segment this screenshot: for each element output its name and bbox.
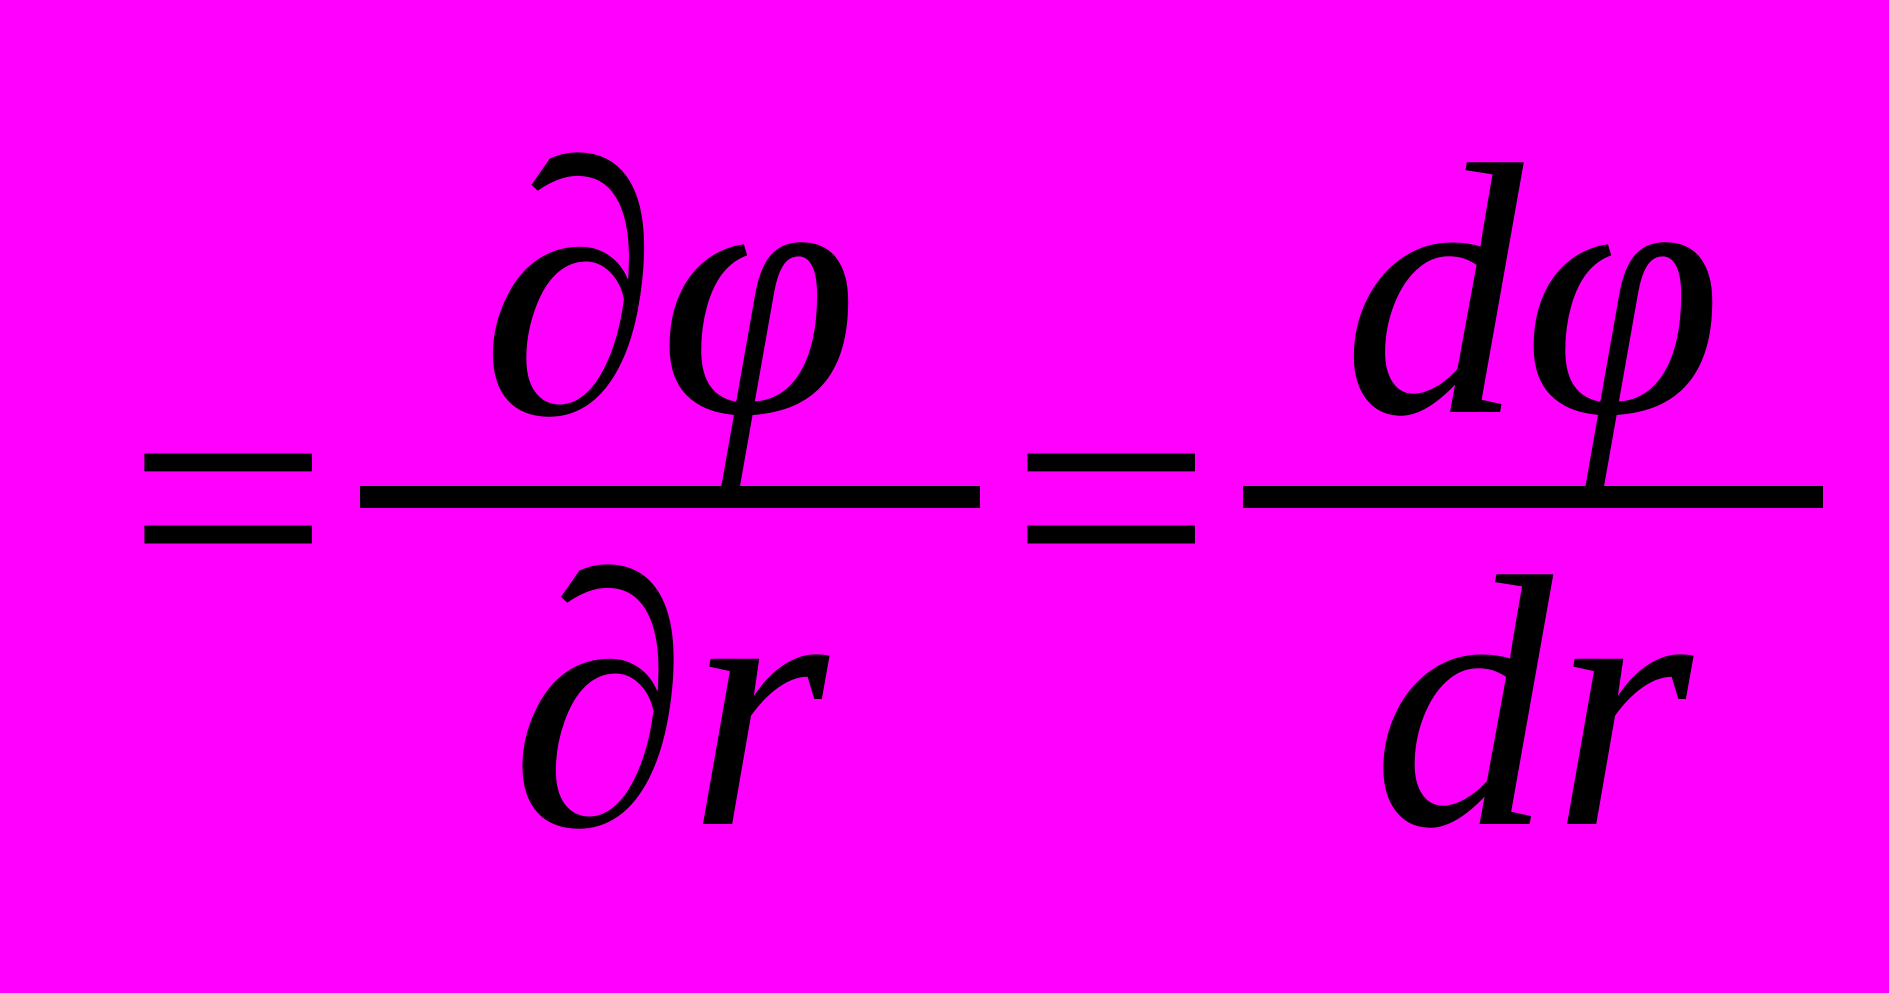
r-variable-2: r	[1552, 523, 1692, 883]
d-symbol-bottom: d	[1372, 523, 1552, 883]
equation-container: = ∂ φ ∂ r = d φ d r	[0, 0, 1889, 993]
r-variable-1: r	[688, 523, 828, 883]
denominator-partial: ∂ r	[511, 508, 829, 883]
fraction-total: d φ d r	[1243, 111, 1823, 883]
partial-symbol-bottom: ∂	[511, 523, 689, 883]
equals-sign-1: =	[126, 317, 329, 677]
numerator-partial: ∂ φ	[481, 111, 858, 486]
denominator-total: d r	[1372, 508, 1692, 883]
d-symbol-top: d	[1343, 111, 1523, 471]
phi-symbol-1: φ	[659, 111, 858, 471]
partial-symbol-top: ∂	[481, 111, 659, 471]
phi-symbol-2: φ	[1523, 111, 1722, 471]
equals-sign-2: =	[1010, 317, 1213, 677]
fraction-partial: ∂ φ ∂ r	[360, 111, 980, 883]
numerator-total: d φ	[1343, 111, 1722, 486]
